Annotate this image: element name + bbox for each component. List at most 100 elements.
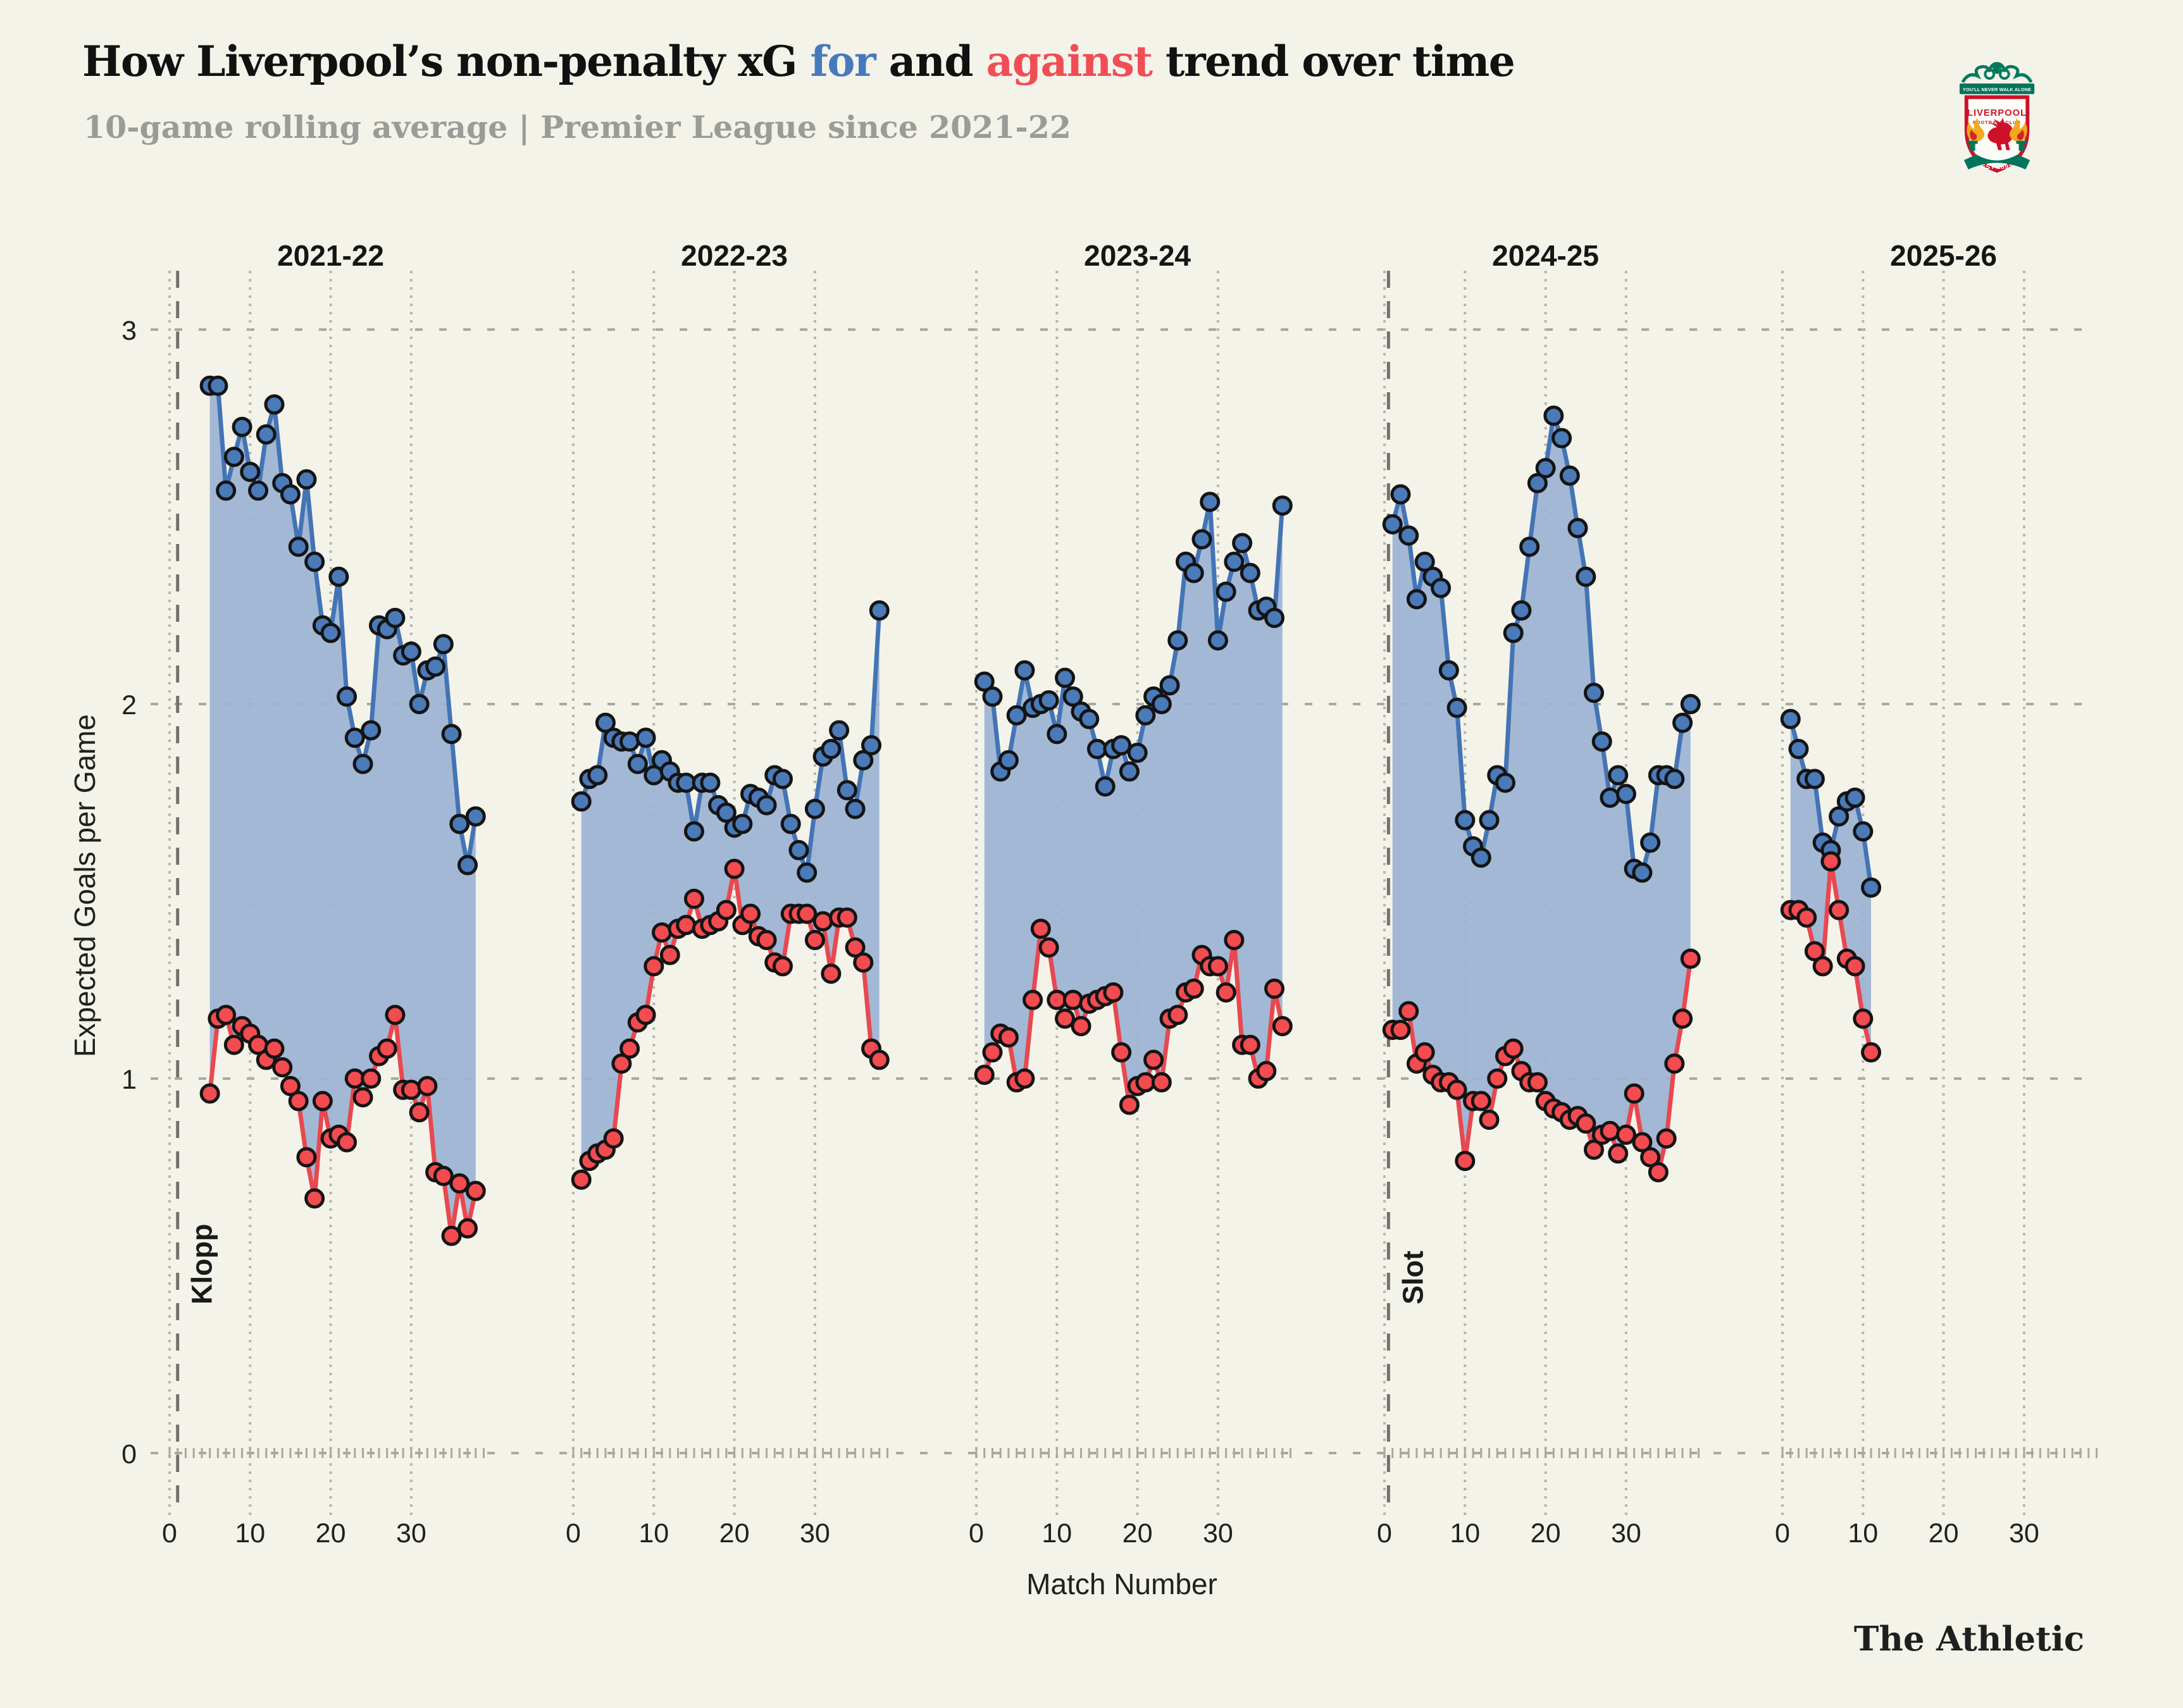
data-point-for — [352, 753, 373, 774]
data-point-against — [982, 1042, 1003, 1063]
xg-band-2021-22 — [209, 385, 476, 1236]
x-tick-label: 20 — [1929, 1518, 1959, 1549]
data-point-for — [1446, 697, 1467, 718]
data-point-for — [409, 694, 430, 714]
y-tick-label-2: 2 — [121, 690, 137, 721]
data-point-against — [1656, 1128, 1677, 1149]
data-point-against — [216, 1005, 237, 1025]
the-athletic-wordmark: The Athletic — [1853, 1619, 2084, 1659]
data-point-for — [361, 720, 382, 741]
data-point-for — [1495, 772, 1515, 793]
data-point-for — [1038, 690, 1059, 711]
x-tick-label: 0 — [162, 1518, 177, 1549]
data-point-against — [1672, 1008, 1693, 1029]
data-point-for — [1159, 675, 1180, 696]
data-point-against — [683, 888, 704, 909]
data-point-for — [1511, 600, 1532, 621]
data-point-against — [433, 1165, 454, 1186]
data-point-for — [1600, 788, 1620, 808]
data-point-against — [1030, 919, 1051, 939]
season-label-2022-23: 2022-23 — [681, 239, 788, 272]
data-point-for — [869, 600, 890, 621]
chart-subtitle: 10-game rolling average | Premier League… — [84, 109, 1071, 145]
data-point-for — [1216, 581, 1236, 602]
data-point-against — [449, 1173, 470, 1194]
data-point-against — [619, 1038, 640, 1059]
data-point-against — [756, 929, 777, 950]
x-tick-label: 0 — [969, 1518, 984, 1549]
data-point-against — [1632, 1132, 1653, 1153]
data-point-for — [587, 765, 608, 786]
data-point-against — [603, 1128, 624, 1149]
data-point-for — [780, 814, 801, 834]
data-point-against — [1615, 1124, 1636, 1145]
y-axis-title: Expected Goals per Game — [68, 714, 101, 1057]
data-point-against — [1640, 1147, 1661, 1168]
data-point-against — [853, 952, 874, 973]
data-point-against — [644, 956, 664, 977]
data-point-for — [845, 798, 866, 819]
x-tick-label: 10 — [1848, 1518, 1878, 1549]
crest-top-shield — [1993, 62, 2001, 75]
data-point-for — [804, 798, 825, 819]
data-point-against — [1055, 1008, 1076, 1029]
data-point-for — [256, 424, 277, 445]
data-point-against — [974, 1065, 995, 1086]
data-point-for — [853, 750, 874, 770]
data-point-for — [1232, 533, 1253, 554]
data-point-against — [772, 956, 793, 977]
data-point-for — [1119, 761, 1140, 782]
data-point-for — [635, 727, 656, 748]
data-point-for — [716, 802, 737, 823]
x-tick-label: 30 — [2009, 1518, 2039, 1549]
title-post: trend over time — [1152, 37, 1515, 86]
x-tick-label: 30 — [800, 1518, 830, 1549]
data-point-against — [740, 903, 761, 924]
data-point-against — [1664, 1053, 1685, 1074]
data-point-for — [1095, 776, 1116, 797]
data-point-against — [264, 1038, 285, 1059]
data-point-for — [1079, 709, 1100, 729]
data-point-for — [1047, 724, 1067, 745]
data-point-for — [1503, 622, 1524, 643]
data-point-against — [845, 937, 866, 958]
title-word-for: for — [810, 37, 876, 86]
data-point-for — [683, 821, 704, 842]
data-point-against — [457, 1218, 478, 1239]
data-point-for — [861, 735, 882, 756]
data-point-for — [1664, 769, 1685, 789]
x-tick-label: 20 — [719, 1518, 750, 1549]
data-point-against — [1414, 1042, 1435, 1063]
data-point-for — [1455, 810, 1476, 831]
data-point-for — [264, 394, 285, 415]
data-point-against — [288, 1091, 309, 1111]
data-point-against — [352, 1087, 373, 1108]
data-point-for — [1264, 607, 1285, 628]
data-point-for — [425, 656, 446, 677]
data-point-against — [376, 1038, 397, 1059]
data-point-against — [1576, 1113, 1596, 1134]
data-point-against — [1853, 1008, 1874, 1029]
season-label-2025-26: 2025-26 — [1890, 239, 1997, 272]
data-point-for — [1804, 769, 1825, 789]
data-point-for — [1672, 712, 1693, 733]
data-point-against — [1398, 1001, 1419, 1022]
data-point-for — [288, 536, 309, 557]
data-point-against — [869, 1049, 890, 1070]
data-point-for — [1151, 694, 1172, 714]
data-point-for — [1527, 473, 1548, 493]
data-point-against — [1608, 1143, 1629, 1164]
data-point-against — [1111, 1042, 1132, 1063]
data-point-against — [611, 1053, 632, 1074]
data-point-against — [804, 929, 825, 950]
data-point-for — [433, 634, 454, 655]
data-point-for — [1680, 694, 1701, 714]
title-mid: and — [875, 37, 986, 86]
data-point-for — [1135, 705, 1156, 726]
data-point-for — [1240, 562, 1260, 583]
data-point-for — [1431, 578, 1452, 598]
title-word-against: against — [986, 37, 1153, 86]
data-point-for — [788, 839, 809, 860]
x-tick-label: 10 — [235, 1518, 265, 1549]
